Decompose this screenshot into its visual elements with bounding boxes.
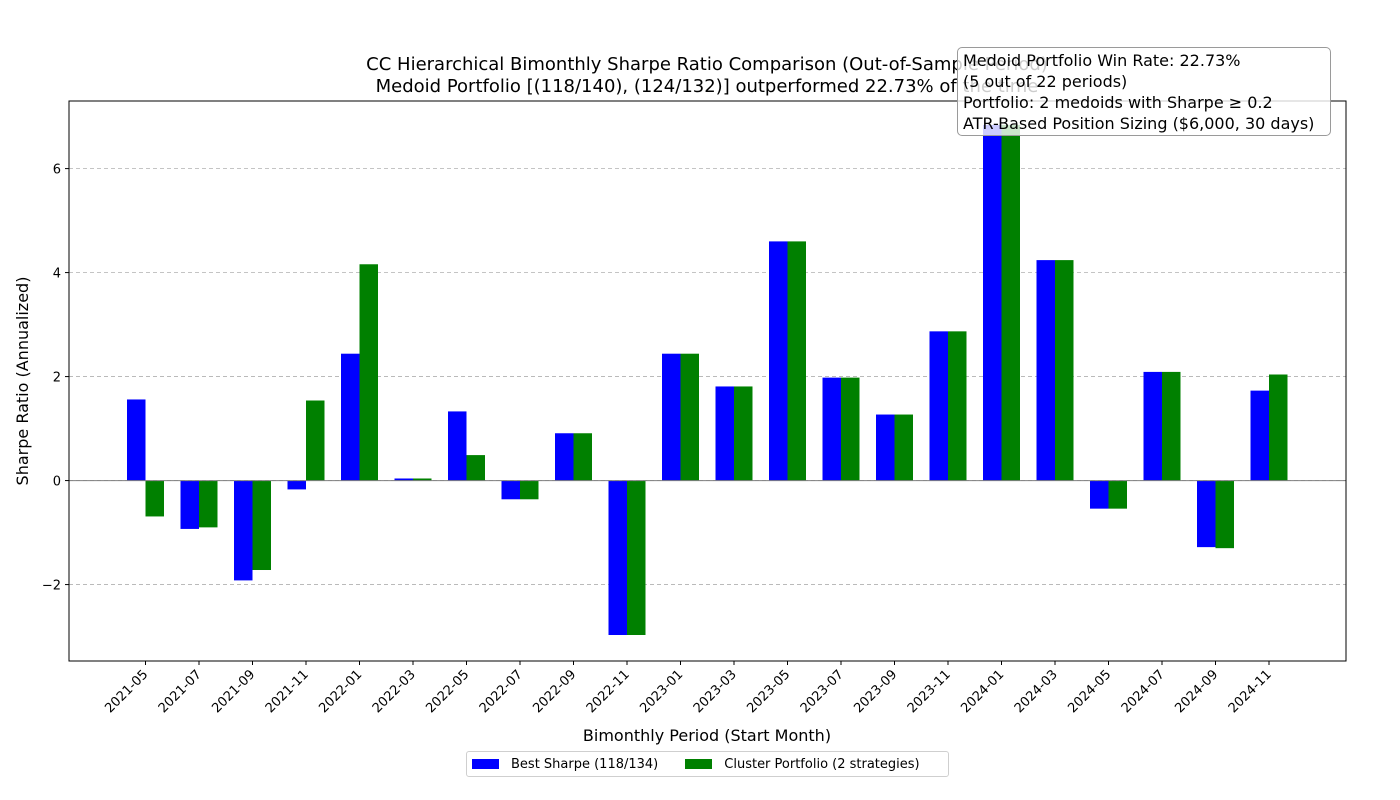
- x-tick-label: 2024-07: [1119, 667, 1168, 716]
- bar-cluster-portfolio-2022-09: [573, 433, 592, 481]
- x-tick-label: 2022-07: [477, 667, 526, 716]
- legend-label-best-sharpe: Best Sharpe (118/134): [511, 756, 659, 772]
- bar-cluster-portfolio-2023-01: [680, 353, 699, 481]
- x-tick-label: 2021-07: [156, 667, 205, 716]
- x-tick-label: 2022-01: [316, 667, 365, 716]
- bar-best-sharpe-2024-01: [983, 124, 1002, 481]
- bar-cluster-portfolio-2023-11: [948, 331, 967, 481]
- bar-cluster-portfolio-2024-11: [1269, 374, 1288, 481]
- x-tick-label: 2023-03: [691, 667, 740, 716]
- x-tick-label: 2021-09: [209, 667, 258, 716]
- bar-best-sharpe-2022-05: [448, 411, 467, 481]
- bar-cluster-portfolio-2021-09: [252, 480, 271, 571]
- bar-best-sharpe-2024-05: [1090, 480, 1109, 509]
- bar-best-sharpe-2024-09: [1197, 480, 1216, 548]
- info-line-sizing: ATR-Based Position Sizing ($6,000, 30 da…: [963, 114, 1315, 133]
- bar-best-sharpe-2023-05: [769, 241, 788, 481]
- x-tick-label: 2023-01: [637, 667, 686, 716]
- bar-best-sharpe-2022-11: [608, 480, 627, 636]
- x-tick-label: 2022-05: [423, 667, 472, 716]
- x-tick-label: 2022-09: [530, 667, 579, 716]
- bar-cluster-portfolio-2021-07: [199, 480, 218, 528]
- bar-best-sharpe-2023-07: [822, 377, 841, 481]
- bar-best-sharpe-2024-11: [1250, 390, 1269, 481]
- bar-best-sharpe-2021-11: [287, 480, 306, 490]
- x-tick-label: 2022-11: [584, 667, 633, 716]
- bar-best-sharpe-2024-07: [1143, 371, 1162, 481]
- chart-subtitle: Medoid Portfolio [(118/140), (124/132)] …: [376, 76, 1039, 97]
- x-tick-label: 2023-09: [851, 667, 900, 716]
- y-axis-ticks: −2 0 2 4 6: [42, 163, 69, 594]
- y-tick-label: 0: [53, 475, 61, 490]
- bar-cluster-portfolio-2023-07: [841, 377, 860, 481]
- x-tick-label: 2021-05: [102, 667, 151, 716]
- bar-best-sharpe-2023-11: [929, 331, 948, 481]
- win-rate-info-box: Medoid Portfolio Win Rate: 22.73% (5 out…: [957, 47, 1331, 136]
- x-tick-label: 2023-05: [744, 667, 793, 716]
- bar-cluster-portfolio-2024-09: [1215, 480, 1234, 549]
- bar-cluster-portfolio-2023-09: [894, 414, 913, 481]
- bar-cluster-portfolio-2024-01: [1001, 124, 1020, 481]
- legend-item-best-sharpe: Best Sharpe (118/134): [472, 757, 658, 772]
- legend: Best Sharpe (118/134) Cluster Portfolio …: [466, 751, 949, 777]
- bars: [127, 124, 1288, 636]
- info-line-win-rate: Medoid Portfolio Win Rate: 22.73%: [963, 51, 1241, 70]
- legend-item-cluster-portfolio: Cluster Portfolio (2 strategies): [685, 756, 920, 772]
- bar-best-sharpe-2023-03: [715, 386, 734, 481]
- bar-cluster-portfolio-2023-05: [787, 241, 806, 481]
- bar-best-sharpe-2022-01: [341, 353, 360, 481]
- plot-frame: [68, 100, 1347, 662]
- bar-cluster-portfolio-2024-03: [1055, 260, 1074, 481]
- legend-swatch-blue: [472, 759, 499, 769]
- bar-cluster-portfolio-2022-01: [359, 264, 378, 481]
- bar-best-sharpe-2022-03: [394, 478, 413, 481]
- y-tick-label: 6: [53, 163, 61, 178]
- bar-cluster-portfolio-2024-07: [1162, 371, 1181, 481]
- bar-best-sharpe-2022-09: [555, 433, 574, 481]
- chart-title: CC Hierarchical Bimonthly Sharpe Ratio C…: [366, 54, 1048, 75]
- x-axis-ticks: 2021-05 2021-07 2021-09 2021-11 2022-01 2022-…: [102, 661, 1275, 716]
- info-line-periods: (5 out of 22 periods): [963, 72, 1128, 91]
- y-tick-label: −2: [42, 579, 61, 594]
- info-line-portfolio: Portfolio: 2 medoids with Sharpe ≥ 0.2: [963, 93, 1273, 112]
- bar-best-sharpe-2022-07: [501, 480, 520, 500]
- bar-best-sharpe-2021-09: [234, 480, 253, 581]
- bar-cluster-portfolio-2021-05: [145, 480, 164, 517]
- x-axis-label: Bimonthly Period (Start Month): [583, 726, 831, 745]
- bar-cluster-portfolio-2024-05: [1108, 480, 1127, 509]
- bar-cluster-portfolio-2021-11: [306, 400, 325, 481]
- bar-best-sharpe-2023-01: [662, 353, 681, 481]
- x-tick-label: 2021-11: [263, 667, 312, 716]
- bar-cluster-portfolio-2022-05: [466, 455, 485, 481]
- bar-best-sharpe-2021-05: [127, 399, 146, 481]
- bar-best-sharpe-2024-03: [1036, 260, 1055, 481]
- x-tick-label: 2024-01: [958, 667, 1007, 716]
- legend-label-cluster-portfolio: Cluster Portfolio (2 strategies): [724, 756, 920, 772]
- x-tick-label: 2024-03: [1012, 667, 1061, 716]
- bar-cluster-portfolio-2022-03: [413, 478, 432, 481]
- bar-cluster-portfolio-2022-07: [520, 480, 539, 500]
- y-tick-label: 4: [53, 267, 61, 282]
- bar-cluster-portfolio-2022-11: [627, 480, 646, 636]
- x-tick-label: 2023-07: [798, 667, 847, 716]
- bar-best-sharpe-2023-09: [876, 414, 895, 481]
- x-tick-label: 2024-05: [1065, 667, 1114, 716]
- x-tick-label: 2022-03: [370, 667, 419, 716]
- legend-swatch-green: [685, 759, 713, 769]
- x-tick-label: 2024-09: [1172, 667, 1221, 716]
- x-tick-label: 2023-11: [905, 667, 954, 716]
- y-axis-label: Sharpe Ratio (Annualized): [13, 277, 32, 486]
- bar-cluster-portfolio-2023-03: [734, 386, 753, 481]
- bar-best-sharpe-2021-07: [180, 480, 199, 529]
- y-tick-label: 2: [53, 371, 61, 386]
- x-tick-label: 2024-11: [1226, 667, 1275, 716]
